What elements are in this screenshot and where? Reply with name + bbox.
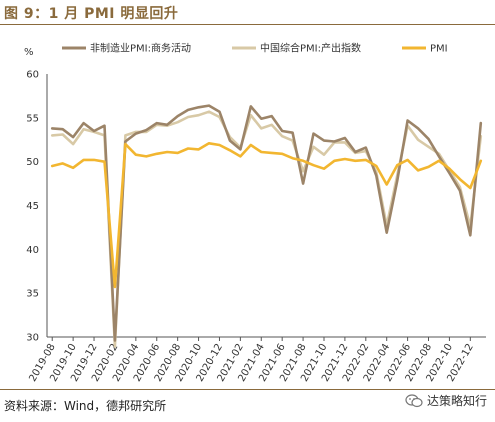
series-lines xyxy=(50,104,483,348)
legend-item-label: 非制造业PMI:商务活动 xyxy=(90,42,191,55)
y-axis: 30 35 40 45 50 55 60 xyxy=(26,70,48,344)
source-note: 资料来源：Wind，德邦研究所 xyxy=(4,399,167,413)
series-line xyxy=(50,104,483,342)
title-divider xyxy=(0,24,495,25)
watermark-text: 达策略知行 xyxy=(426,394,487,408)
wechat-icon xyxy=(405,393,423,407)
y-tick-label: 35 xyxy=(26,289,39,300)
y-tick-label: 55 xyxy=(26,113,39,124)
footer-divider xyxy=(0,389,495,390)
legend-item-label: 中国综合PMI:产出指数 xyxy=(260,42,361,55)
pmi-line-chart: 非制造业PMI:商务活动 中国综合PMI:产出指数 PMI % 30 35 40 45 50… xyxy=(24,42,486,384)
series-line xyxy=(50,142,483,289)
figure-title: 图 9：1 月 PMI 明显回升 xyxy=(4,6,179,22)
y-axis-label: % xyxy=(24,47,34,58)
y-tick-label: 45 xyxy=(26,201,39,212)
watermark: 达策略知行 xyxy=(405,392,487,409)
y-tick-label: 30 xyxy=(26,333,39,344)
chart-legend: 非制造业PMI:商务活动 中国综合PMI:产出指数 PMI xyxy=(62,42,448,55)
y-tick-label: 50 xyxy=(26,157,39,168)
x-axis: 2019-082019-102019-122020-022020-042020-… xyxy=(27,336,486,384)
y-tick-label: 60 xyxy=(26,70,39,81)
y-tick-label: 40 xyxy=(26,245,39,256)
legend-item-label: PMI xyxy=(430,44,448,55)
